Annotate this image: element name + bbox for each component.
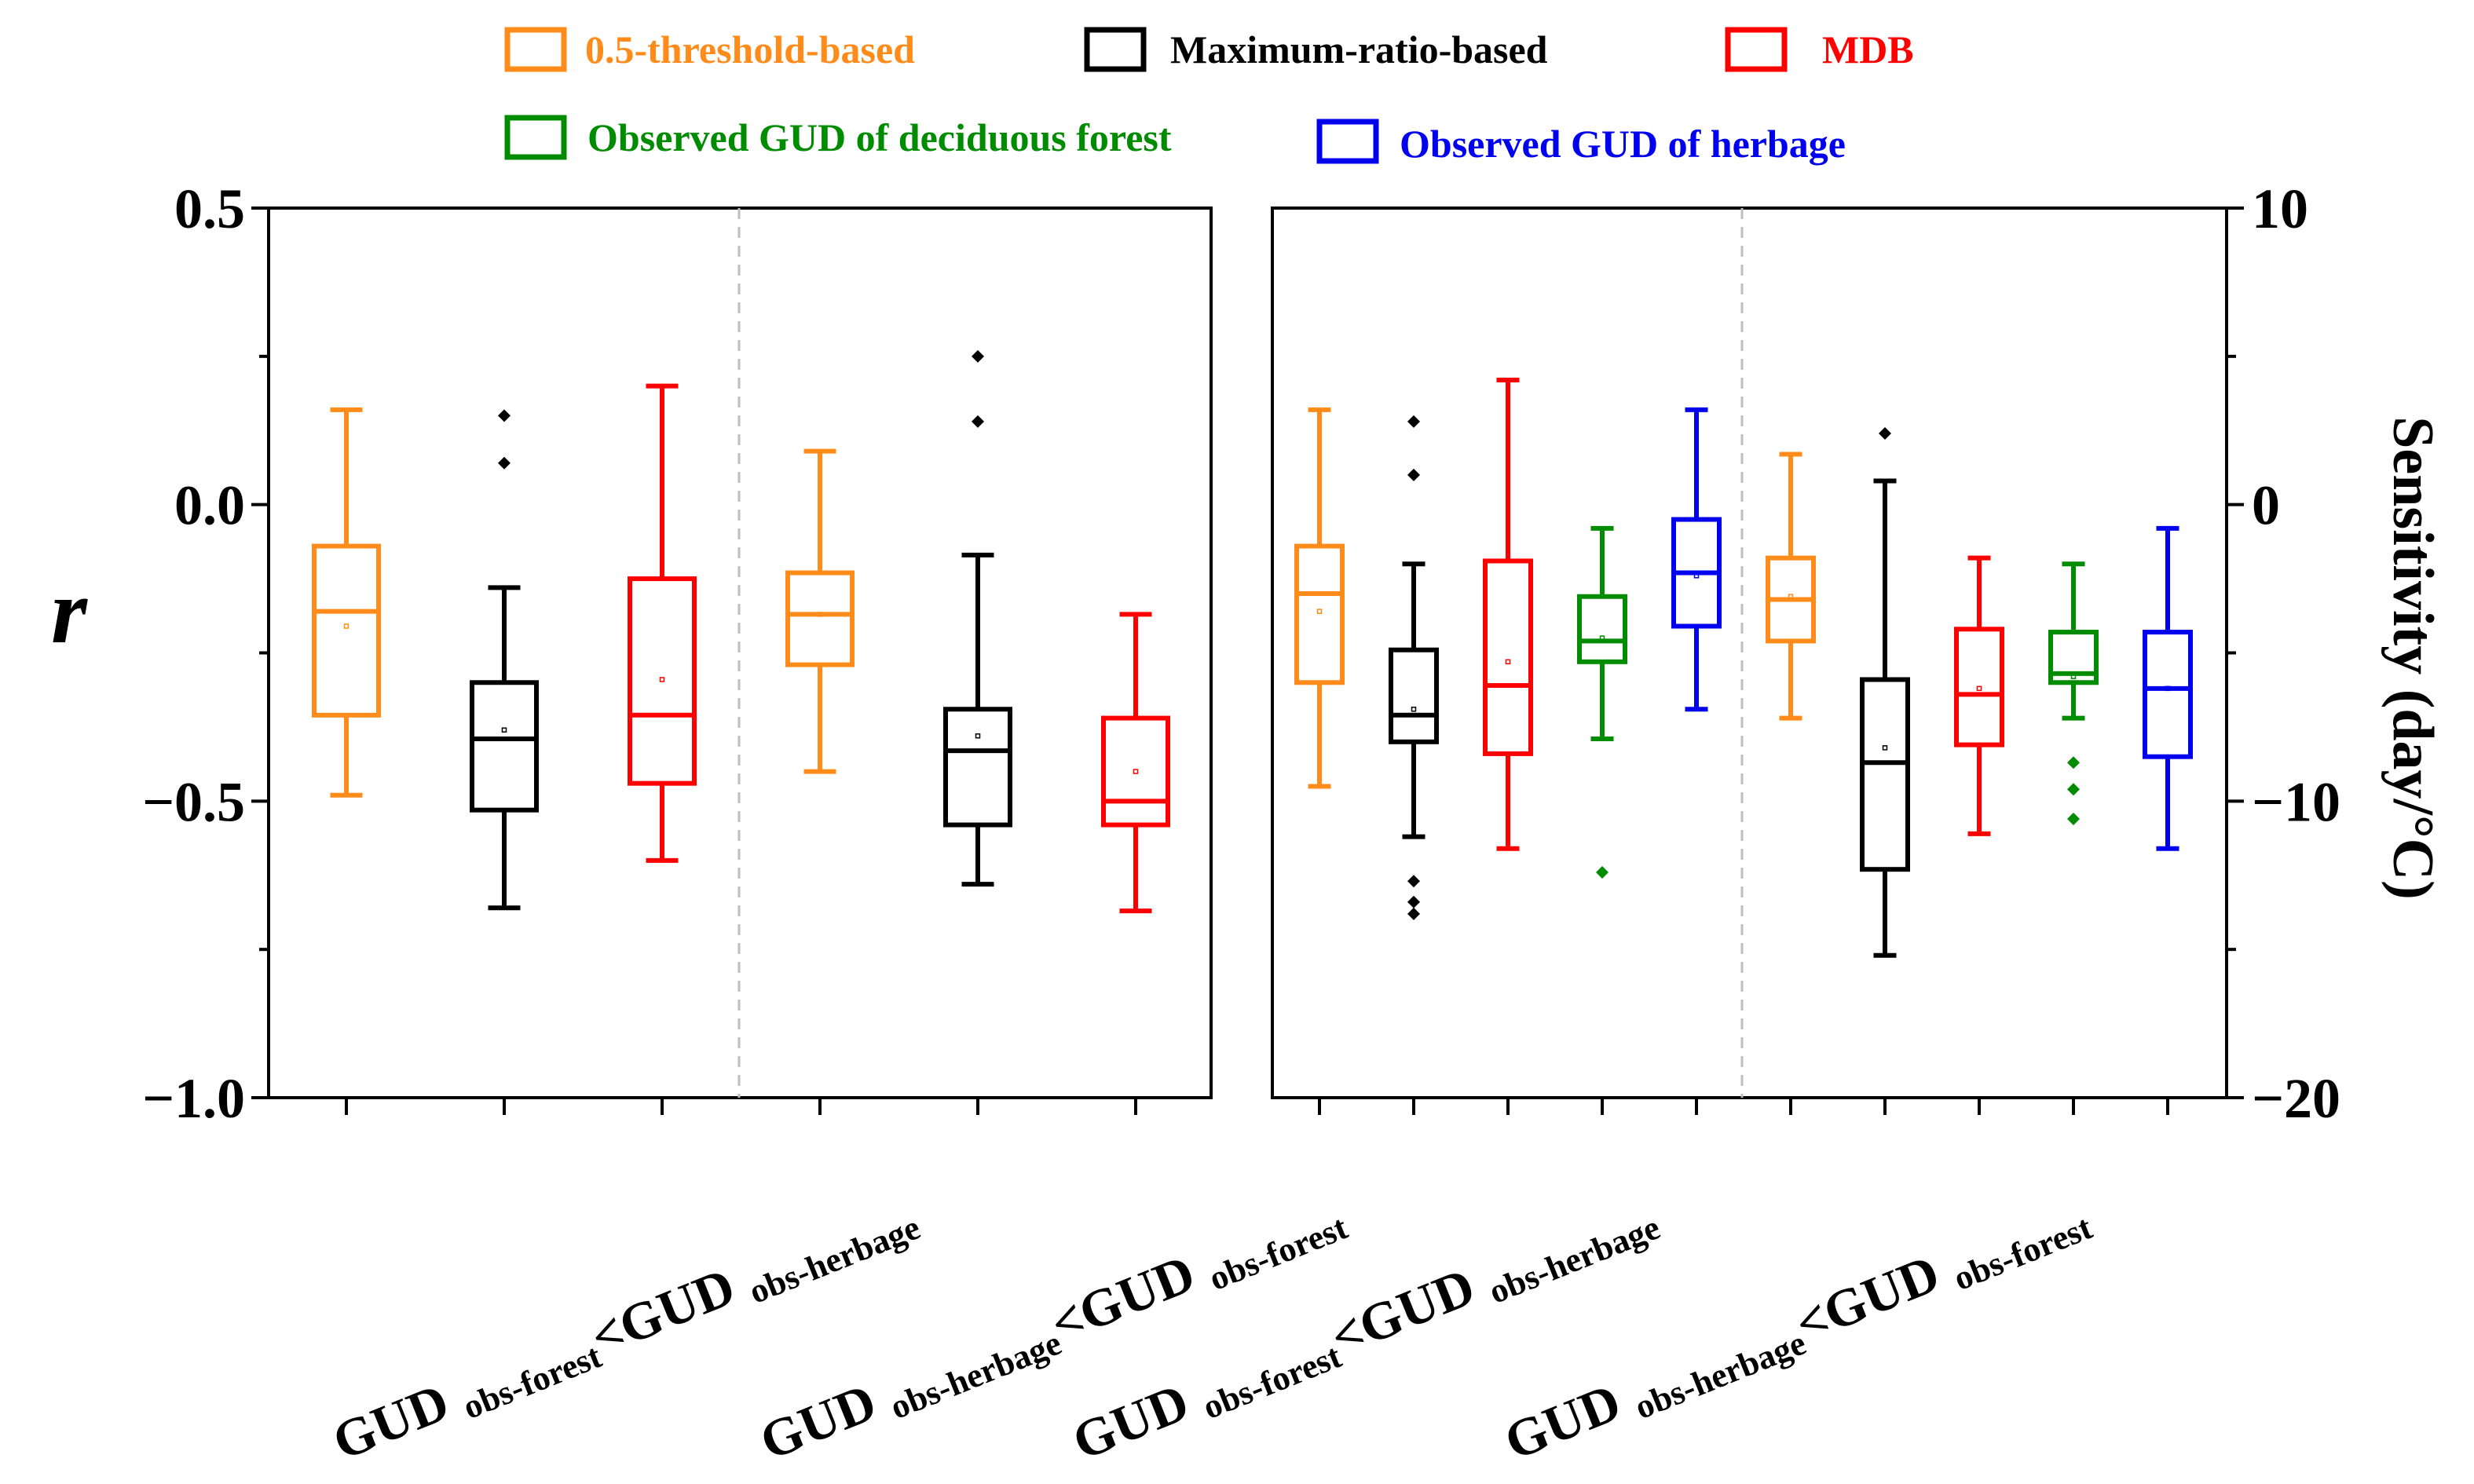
y-tick-label: 0.5 [174, 177, 245, 240]
outlier-point [972, 415, 984, 428]
mean-marker [2070, 674, 2077, 679]
outlier-point [2067, 812, 2080, 825]
legend-item-threshold: 0.5-threshold-based [504, 27, 915, 72]
legend-swatch-maximum-ratio [1084, 27, 1147, 72]
iqr-box [1294, 543, 1345, 685]
y-axis-title: r [51, 560, 88, 663]
y-tick-label: 0.0 [174, 474, 245, 537]
mean-marker [1599, 635, 1605, 641]
outlier-point [1407, 895, 1420, 908]
mean-marker [975, 733, 981, 739]
outlier-point [498, 456, 511, 470]
mean-marker [2165, 685, 2171, 692]
mean-marker [1411, 707, 1417, 712]
mean-marker [501, 727, 507, 733]
iqr-box [1389, 647, 1439, 744]
y-tick-label: −10 [2252, 770, 2340, 833]
mean-marker [659, 677, 665, 682]
iqr-box [785, 570, 855, 667]
legend-item-maximum-ratio: Maximum-ratio-based [1084, 27, 1548, 72]
outlier-point [1407, 907, 1420, 920]
box-maximum-ratio-based-group1 [470, 409, 539, 911]
iqr-box [1577, 594, 1627, 664]
box-0-5-threshold-based-group1 [1294, 407, 1345, 789]
box-observed-gud-of-herbage-group2 [2143, 525, 2193, 851]
legend-label-threshold: 0.5-threshold-based [585, 27, 915, 71]
mean-marker [1316, 609, 1323, 614]
outlier-point [1407, 468, 1420, 481]
box-mdb-group1 [628, 383, 697, 863]
outlier-point [1407, 415, 1420, 428]
box-0-5-threshold-based-group2 [1766, 451, 1816, 721]
mean-marker [817, 612, 823, 617]
y-tick-label: 10 [2252, 177, 2308, 240]
mean-marker [1505, 659, 1511, 665]
box-mdb-group2 [1101, 612, 1170, 914]
outlier-point [972, 349, 984, 363]
mean-marker [1882, 745, 1888, 751]
box-observed-gud-of-herbage-group1 [1671, 407, 1722, 712]
box-maximum-ratio-based-group1 [1389, 415, 1439, 920]
legend-item-mdb: MDB [1725, 27, 1914, 72]
legend-swatch-mdb [1725, 27, 1788, 72]
box-observed-gud-of-deciduous-forest-group2 [2048, 561, 2099, 825]
box-observed-gud-of-deciduous-forest-group1 [1577, 525, 1627, 879]
y-tick-label: −1.0 [142, 1067, 245, 1130]
mean-marker [1976, 685, 1982, 692]
y-axis-title-right: Sensitivity (day/°C) [2381, 416, 2445, 899]
mean-marker [343, 623, 350, 629]
box-mdb-group2 [1954, 555, 2004, 836]
legend-label-maximum-ratio: Maximum-ratio-based [1170, 27, 1548, 71]
iqr-box [1101, 715, 1170, 828]
outlier-point [2067, 756, 2080, 769]
box-maximum-ratio-based-group2 [1860, 427, 1910, 958]
outlier-point [2067, 783, 2080, 796]
iqr-box [1860, 677, 1910, 872]
legend-swatch-threshold [504, 27, 567, 72]
legend-swatch-herbage [1316, 119, 1379, 164]
box-0-5-threshold-based-group2 [785, 448, 855, 774]
legend-swatch-deciduous-forest [504, 115, 567, 160]
outlier-point [1879, 427, 1891, 440]
mean-marker [1133, 769, 1139, 774]
outlier-point [498, 409, 511, 422]
box-mdb-group1 [1483, 378, 1533, 851]
y-tick-label: −20 [2252, 1067, 2340, 1130]
iqr-box [470, 680, 539, 813]
outlier-point [1596, 865, 1608, 879]
legend-label-deciduous-forest: Observed GUD of deciduous forest [587, 115, 1172, 159]
y-tick-label: 0 [2252, 474, 2280, 537]
left-panel-r: 0.50.0−0.5−1.0rGUDobs-forest<GUDobs-herb… [51, 177, 1353, 1471]
legend: 0.5-threshold-based Maximum-ratio-based … [504, 27, 1914, 166]
legend-item-deciduous-forest: Observed GUD of deciduous forest [504, 115, 1172, 160]
mean-marker [1788, 594, 1794, 599]
iqr-box [1483, 558, 1533, 756]
y-tick-label: −0.5 [142, 770, 245, 833]
box-0-5-threshold-based-group1 [312, 407, 381, 798]
outlier-point [1407, 875, 1420, 888]
legend-item-herbage: Observed GUD of herbage [1316, 119, 1846, 166]
iqr-box [2143, 630, 2193, 759]
iqr-box [943, 707, 1012, 828]
legend-label-mdb: MDB [1822, 27, 1914, 71]
box-maximum-ratio-based-group2 [943, 349, 1012, 887]
mean-marker [1693, 573, 1700, 579]
legend-label-herbage: Observed GUD of herbage [1400, 122, 1846, 166]
iqr-box [312, 543, 381, 718]
